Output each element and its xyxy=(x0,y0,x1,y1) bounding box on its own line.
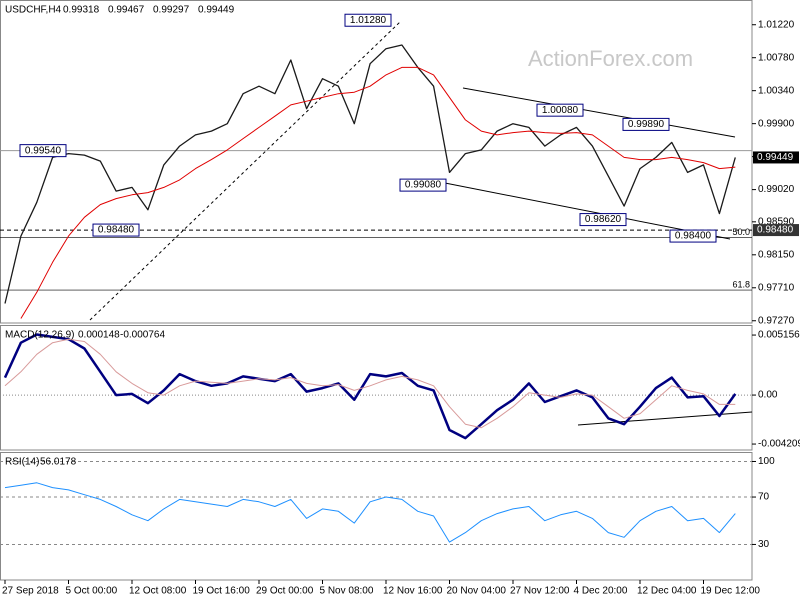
price-label: 0.99890 xyxy=(628,119,665,130)
panel-reading: 0.99467 xyxy=(108,5,145,16)
series-line xyxy=(20,66,736,319)
y-tick-label: 0.99900 xyxy=(758,118,795,129)
price-label: 1.01280 xyxy=(350,15,387,26)
price-label-box xyxy=(92,223,140,237)
x-tick-label: 29 Oct 00:00 xyxy=(256,586,314,597)
price-label-box xyxy=(622,117,670,131)
y-tick-label: 1.00340 xyxy=(758,85,795,96)
price-label-box xyxy=(19,144,67,158)
rsi-panel xyxy=(0,452,753,581)
macd-panel xyxy=(0,325,753,451)
axis-price-label: 0.98480 xyxy=(757,225,794,236)
price-label-box xyxy=(399,178,447,192)
price-label-box xyxy=(344,13,392,27)
x-tick-label: 5 Oct 00:00 xyxy=(66,586,118,597)
price-label-box xyxy=(579,213,627,227)
channel-upper xyxy=(462,87,736,138)
series-line xyxy=(3,333,737,440)
y-tick-label: -0.004209 xyxy=(758,439,800,450)
y-tick-label: 1.00780 xyxy=(758,52,795,63)
price-label: 0.99540 xyxy=(25,145,62,156)
x-tick-label: 19 Dec 12:00 xyxy=(701,586,761,597)
x-tick-label: 4 Dec 20:00 xyxy=(574,586,628,597)
x-tick-label: 12 Nov 16:00 xyxy=(383,586,443,597)
last-price-box xyxy=(753,151,799,164)
fib-label: 50.0 xyxy=(732,227,750,237)
x-tick-label: 12 Oct 08:00 xyxy=(129,586,187,597)
panel-reading: 0.99297 xyxy=(153,5,190,16)
price-label: 0.98400 xyxy=(675,231,712,242)
y-tick-label: 0.00 xyxy=(758,390,778,401)
panel-title: MACD(12,26,9) xyxy=(5,330,74,341)
price-label-box xyxy=(536,103,584,117)
series-line xyxy=(4,482,736,543)
x-tick-label: 27 Nov 12:00 xyxy=(510,586,570,597)
x-tick-label: 20 Nov 04:00 xyxy=(447,586,507,597)
y-tick-label: 1.01220 xyxy=(758,19,795,30)
main-panel xyxy=(0,0,753,324)
fib-label: 61.8 xyxy=(732,279,750,289)
watermark: ActionForex.com xyxy=(528,46,693,71)
series-line xyxy=(4,338,736,429)
y-tick-label: 0.97270 xyxy=(758,315,795,326)
price-label: 0.99080 xyxy=(405,180,442,191)
y-tick-label: 30 xyxy=(758,539,770,550)
panel-reading: 0.99449 xyxy=(198,5,235,16)
macd-trend-line xyxy=(577,411,753,426)
price-label: 0.98620 xyxy=(585,214,622,225)
price-label: 0.98480 xyxy=(98,225,135,236)
price-label: 1.00080 xyxy=(542,105,579,116)
last-price-label: 0.99449 xyxy=(757,152,794,163)
panel-reading: 0.99318 xyxy=(63,5,100,16)
y-tick-label: 0.005156 xyxy=(758,330,800,341)
price-label-box xyxy=(669,229,717,243)
x-tick-label: 27 Sep 2018 xyxy=(2,586,59,597)
y-tick-label: 0.98590 xyxy=(758,216,795,227)
y-tick-label: 0.99020 xyxy=(758,184,795,195)
y-tick-label: 100 xyxy=(758,456,775,467)
y-tick-label: 70 xyxy=(758,492,770,503)
panel-reading: -0.000764 xyxy=(120,330,165,341)
axis-price-box xyxy=(753,224,799,237)
x-tick-label: 5 Nov 08:00 xyxy=(320,586,374,597)
panel-reading: 56.0178 xyxy=(40,457,77,468)
y-tick-label: 0.97710 xyxy=(758,282,795,293)
x-tick-label: 19 Oct 16:00 xyxy=(193,586,251,597)
panel-reading: 0.000148 xyxy=(78,330,120,341)
panel-title: RSI(14) xyxy=(5,457,39,468)
panel-title: USDCHF,H4 xyxy=(5,5,62,16)
x-tick-label: 12 Dec 04:00 xyxy=(637,586,697,597)
y-tick-label: 0.98150 xyxy=(758,249,795,260)
series-line xyxy=(4,44,736,304)
